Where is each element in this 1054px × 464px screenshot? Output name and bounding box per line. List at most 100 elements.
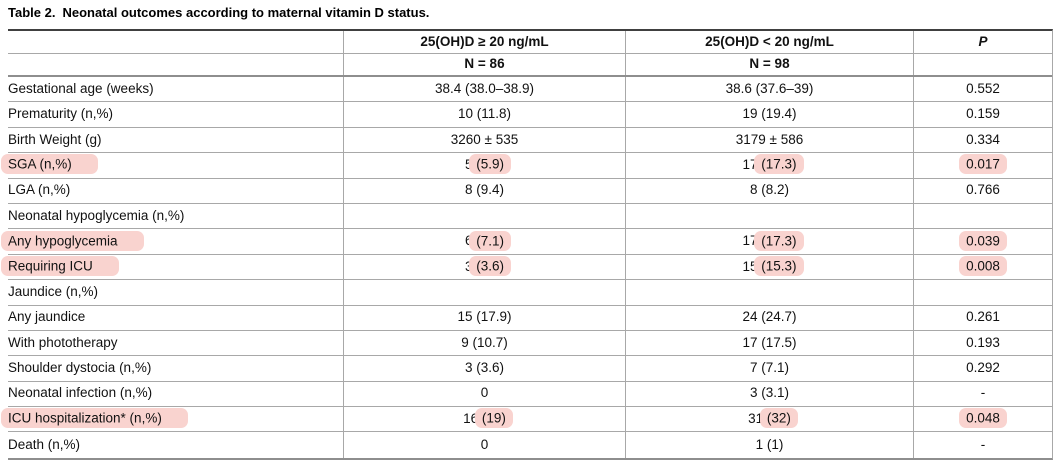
table-caption: Neonatal outcomes according to maternal … [62, 5, 430, 20]
cell-text: 38.6 (37.6–39) [725, 80, 814, 96]
cell-text: 17 (17.5) [742, 334, 797, 350]
cell-text: 0.039 [959, 230, 1007, 251]
highlight-annotation: SGA (n,%) [1, 154, 98, 175]
cell-text: 0.017 [959, 154, 1007, 175]
value-cell-deficient: 38.6 (37.6–39) [625, 77, 913, 102]
cell-text: 0 [480, 436, 489, 452]
table-row: Any jaundice 15 (17.9) 24 (24.7) 0.261 [8, 305, 1052, 331]
value-cell-sufficient: 5 (5.9) [343, 153, 625, 178]
value-cell-sufficient [343, 203, 625, 229]
cell-text: Any hypoglycemia [1, 230, 144, 251]
value-cell-deficient: 24 (24.7) [625, 305, 913, 330]
value-cell-deficient: 17 (17.5) [625, 330, 913, 356]
table-row: SGA (n,%) 5 (5.9) 17 (17.3) 0.017 [1, 153, 1052, 179]
header-vitd-sufficient: 25(OH)D ≥ 20 ng/mL [343, 31, 625, 53]
highlight-annotation: (5.9) [469, 154, 512, 175]
cell-text: 15 (17.9) [457, 309, 512, 325]
cell-text: Birth Weight (g) [8, 131, 102, 147]
p-value-cell: 0.048 [913, 407, 1052, 432]
p-value-cell: - [913, 432, 1052, 458]
value-cell-deficient: 7 (7.1) [625, 356, 913, 381]
value-cell-deficient: 3179 ± 586 [625, 127, 913, 153]
highlight-annotation: 0.048 [959, 408, 1007, 429]
value-cell-deficient [625, 280, 913, 305]
table-row: ICU hospitalization* (n,%) 16 (19) 31 (32)… [1, 407, 1052, 433]
cell-text: Gestational age (weeks) [8, 80, 154, 96]
table-row: Neonatal infection (n,%) 0 3 (3.1) - [8, 381, 1052, 408]
highlight-annotation: ICU hospitalization* (n,%) [1, 408, 188, 429]
highlight-annotation: 0.017 [959, 154, 1007, 175]
outcomes-table: 25(OH)D ≥ 20 ng/mL 25(OH)D < 20 ng/mL P … [1, 29, 1053, 460]
table-row: Requiring ICU 3 (3.6) 15 (15.3) 0.008 [1, 254, 1052, 281]
row-label-cell: LGA (n,%) [8, 179, 343, 203]
value-cell-sufficient: 3 (3.6) [343, 254, 625, 280]
header-p-value: P [913, 31, 1052, 53]
value-cell-deficient [625, 203, 913, 229]
value-cell-deficient: 19 (19.4) [625, 102, 913, 127]
value-cell-deficient: 17 (17.3) [625, 153, 913, 178]
cell-text: 31 (32) [748, 408, 798, 429]
highlight-annotation: Requiring ICU [1, 256, 119, 276]
cell-text: 0.552 [966, 80, 1000, 96]
header-vitd-deficient: 25(OH)D < 20 ng/mL [625, 31, 913, 53]
table-body: Gestational age (weeks) 38.4 (38.0–38.9) 3… [1, 77, 1052, 458]
p-value-cell: 0.039 [913, 229, 1052, 254]
row-label-cell: Prematurity (n,%) [8, 102, 343, 126]
cell-text: Any jaundice [8, 309, 86, 325]
p-value-cell: 0.193 [913, 330, 1052, 356]
cell-text: 9 (10.7) [461, 334, 508, 350]
cell-text: 0.048 [959, 408, 1007, 429]
cell-text: Death (n,%) [8, 436, 81, 452]
cell-text: ICU hospitalization* (n,%) [1, 408, 188, 429]
cell-text: 10 (11.8) [457, 106, 512, 122]
cell-text: 7 (7.1) [749, 360, 790, 376]
n-deficient: N = 98 [625, 54, 913, 75]
cell-text: 3260 ± 535 [450, 131, 519, 147]
p-value-cell: - [913, 381, 1052, 407]
highlight-annotation: (7.1) [469, 230, 512, 251]
value-cell-deficient: 1 (1) [625, 432, 913, 458]
table-row: Any hypoglycemia 6 (7.1) 17 (17.3) 0.039 [1, 229, 1052, 255]
cell-text: 0.159 [966, 106, 1000, 122]
highlight-annotation: Any hypoglycemia [1, 230, 144, 251]
row-label-cell: Any hypoglycemia [1, 229, 343, 253]
table-row: With phototherapy 9 (10.7) 17 (17.5) 0.193 [8, 330, 1052, 357]
value-cell-deficient: 8 (8.2) [625, 178, 913, 203]
table-row: Jaundice (n,%) [8, 280, 1052, 306]
cell-text: 24 (24.7) [742, 309, 797, 325]
value-cell-sufficient: 6 (7.1) [343, 229, 625, 254]
table-row: Death (n,%) 0 1 (1) - [8, 432, 1052, 458]
cell-text: With phototherapy [8, 334, 118, 350]
p-value-cell: 0.017 [913, 153, 1052, 178]
p-value-cell: 0.008 [913, 254, 1052, 280]
table-row: Shoulder dystocia (n,%) 3 (3.6) 7 (7.1) 0.2… [8, 356, 1052, 382]
table-row: Neonatal hypoglycemia (n,%) [8, 203, 1052, 230]
table-row: LGA (n,%) 8 (9.4) 8 (8.2) 0.766 [8, 178, 1052, 204]
cell-text: 16 (19) [463, 408, 513, 429]
cell-text: 5 (5.9) [465, 154, 512, 175]
p-value-cell: 0.292 [913, 356, 1052, 381]
table-header-row: 25(OH)D ≥ 20 ng/mL 25(OH)D < 20 ng/mL P [8, 31, 1052, 54]
cell-text: Jaundice (n,%) [8, 283, 99, 299]
cell-text: 0.008 [959, 256, 1007, 276]
p-value-cell: 0.334 [913, 127, 1052, 153]
n-sufficient: N = 86 [343, 54, 625, 75]
cell-text: Shoulder dystocia (n,%) [8, 360, 152, 376]
cell-text: LGA (n,%) [8, 182, 71, 198]
row-label-cell: Requiring ICU [1, 255, 343, 279]
highlight-annotation: (15.3) [754, 256, 804, 276]
row-label-cell: Death (n,%) [8, 432, 343, 457]
cell-text: 0.334 [966, 131, 1000, 147]
cell-text: 0.766 [966, 182, 1000, 198]
table-row: Prematurity (n,%) 10 (11.8) 19 (19.4) 0.159 [8, 102, 1052, 128]
row-label-cell: Birth Weight (g) [8, 128, 343, 152]
p-value-cell: 0.159 [913, 102, 1052, 127]
value-cell-sufficient: 38.4 (38.0–38.9) [343, 77, 625, 102]
cell-text: - [980, 385, 986, 401]
value-cell-sufficient: 0 [343, 381, 625, 407]
row-label-cell: SGA (n,%) [1, 153, 343, 177]
p-value-cell [913, 203, 1052, 229]
n-empty-cell [8, 54, 343, 75]
highlight-annotation: (17.3) [754, 230, 804, 251]
table-row: Birth Weight (g) 3260 ± 535 3179 ± 586 0.33… [8, 127, 1052, 154]
